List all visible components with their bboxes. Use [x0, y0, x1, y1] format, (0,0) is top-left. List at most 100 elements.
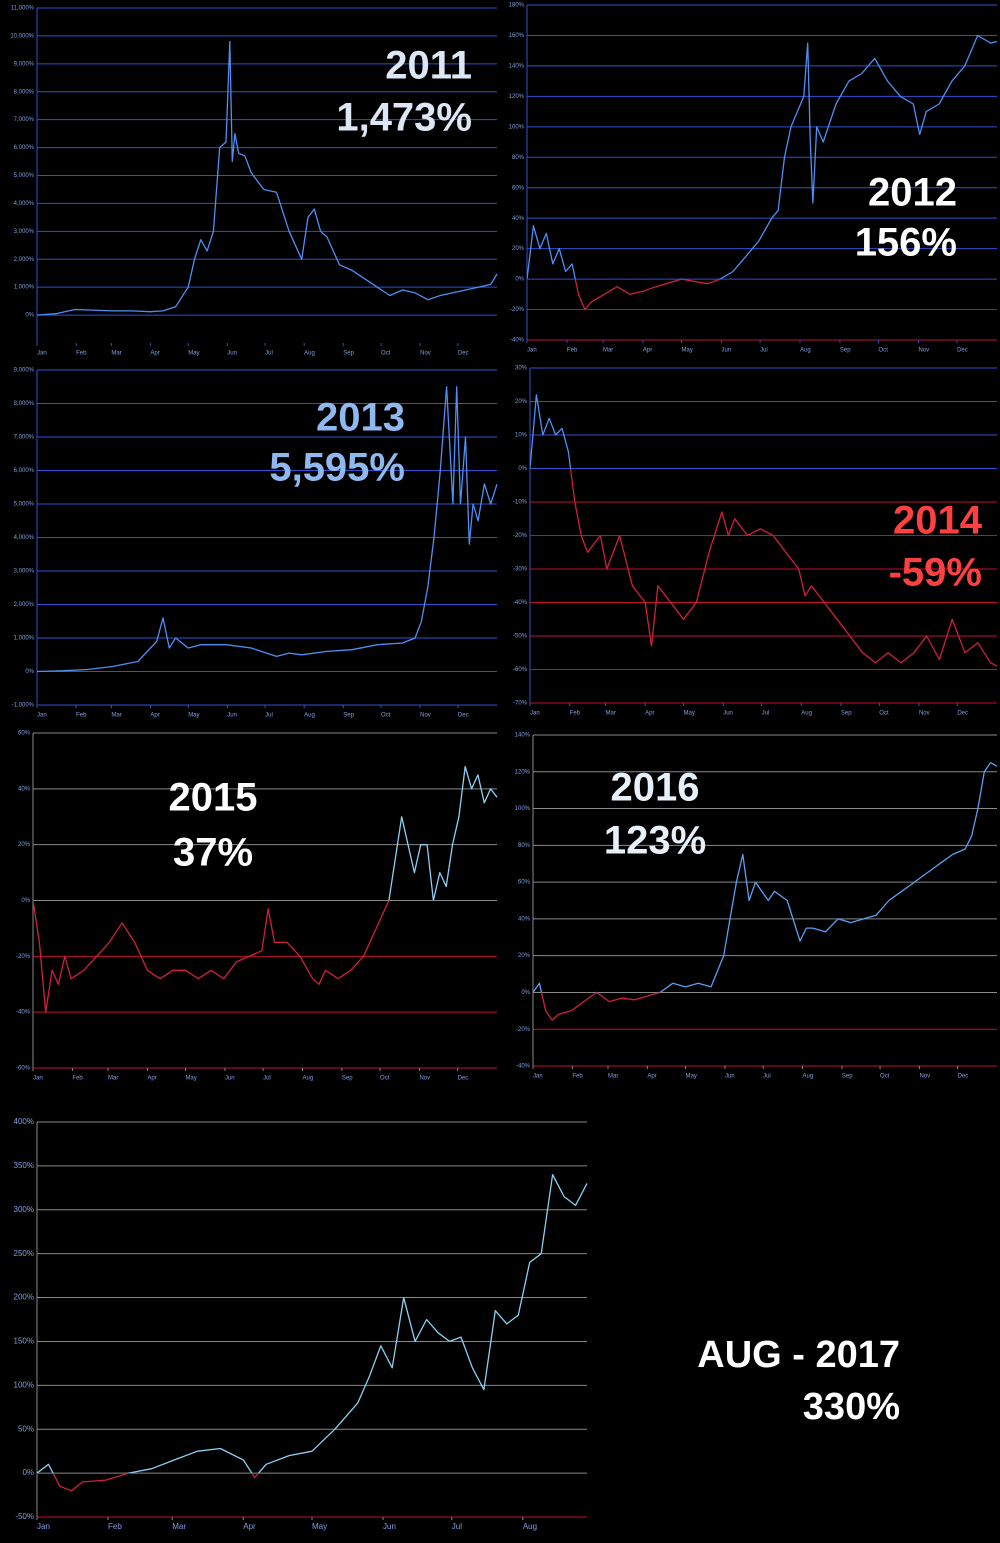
x-tick-label: Apr: [150, 351, 159, 357]
x-tick-label: Aug: [800, 348, 811, 354]
y-tick-label: 3,000%: [14, 569, 35, 575]
x-tick-label: Jan: [37, 1522, 50, 1531]
x-tick-label: Jul: [762, 711, 770, 717]
x-tick-label: Mar: [603, 348, 613, 354]
x-tick-label: Jun: [383, 1522, 396, 1531]
y-tick-label: -60%: [16, 1066, 31, 1072]
x-tick-label: Nov: [420, 351, 431, 357]
x-tick-label: Jun: [225, 1076, 235, 1082]
y-tick-label: 100%: [509, 124, 525, 130]
x-tick-label: Sep: [342, 1076, 353, 1082]
chart-title: AUG - 2017: [697, 1334, 900, 1376]
chart-subtitle: 5,595%: [269, 446, 405, 490]
x-tick-label: Jan: [530, 711, 540, 717]
y-tick-label: 5,000%: [14, 502, 35, 508]
y-tick-label: 2,000%: [14, 602, 35, 608]
y-tick-label: 60%: [512, 185, 525, 191]
price-line: [527, 34, 998, 280]
y-tick-label: -40%: [510, 338, 525, 344]
y-tick-label: 5,000%: [14, 173, 35, 179]
y-tick-label: 40%: [512, 216, 525, 222]
y-tick-label: 120%: [509, 94, 525, 100]
x-tick-label: Apr: [243, 1522, 256, 1531]
x-tick-label: May: [312, 1522, 327, 1531]
y-tick-label: 20%: [18, 842, 31, 848]
y-tick-label: -10%: [513, 500, 528, 506]
x-tick-label: Mar: [172, 1522, 186, 1531]
y-tick-label: 1,000%: [14, 636, 35, 642]
x-tick-label: Jun: [723, 711, 733, 717]
x-tick-label: Apr: [150, 713, 159, 719]
y-tick-label: 0%: [25, 669, 34, 675]
y-tick-label: -40%: [513, 600, 528, 606]
y-tick-label: 100%: [515, 806, 531, 812]
y-tick-label: 6,000%: [14, 468, 35, 474]
y-tick-label: 1,000%: [14, 285, 35, 291]
y-tick-label: 10,000%: [10, 33, 34, 39]
x-tick-label: Jun: [721, 348, 731, 354]
x-tick-label: May: [188, 713, 199, 719]
price-line: [533, 761, 998, 993]
x-tick-label: Mar: [605, 711, 615, 717]
x-tick-label: May: [188, 351, 199, 357]
price-line-negative: [530, 468, 998, 667]
y-tick-label: 250%: [14, 1249, 34, 1258]
y-tick-label: -70%: [513, 701, 528, 707]
y-tick-label: 0%: [518, 466, 527, 472]
y-tick-label: 40%: [518, 916, 531, 922]
x-tick-label: Mar: [111, 351, 121, 357]
x-tick-label: May: [186, 1076, 197, 1082]
x-tick-label: Aug: [803, 1074, 814, 1080]
y-tick-label: 20%: [515, 399, 528, 405]
chart-title: 2014: [893, 499, 983, 543]
chart-subtitle: 37%: [173, 831, 253, 875]
y-tick-label: 150%: [14, 1337, 34, 1346]
x-tick-label: Jan: [533, 1074, 543, 1080]
chart-title: 2012: [868, 171, 957, 215]
y-tick-label: 4,000%: [14, 535, 35, 541]
y-tick-label: -1,000%: [12, 703, 35, 709]
x-tick-label: Jun: [227, 351, 237, 357]
x-tick-label: Feb: [76, 713, 87, 719]
x-tick-label: Apr: [643, 348, 652, 354]
price-line: [33, 765, 498, 901]
x-tick-label: Jun: [725, 1074, 735, 1080]
price-line: [37, 386, 498, 672]
x-tick-label: Feb: [570, 711, 581, 717]
y-tick-label: 8,000%: [14, 89, 35, 95]
y-tick-label: 50%: [18, 1424, 34, 1433]
chart-subtitle: -59%: [889, 551, 982, 595]
x-tick-label: Jul: [265, 351, 273, 357]
y-tick-label: -60%: [513, 667, 528, 673]
y-tick-label: 8,000%: [14, 401, 35, 407]
y-tick-label: 9,000%: [14, 61, 35, 67]
x-tick-label: Aug: [304, 713, 315, 719]
y-tick-label: 11,000%: [11, 6, 35, 12]
x-tick-label: Feb: [72, 1076, 83, 1082]
price-line-negative: [33, 900, 435, 1013]
y-tick-label: 300%: [14, 1205, 34, 1214]
x-tick-label: Jan: [37, 351, 47, 357]
x-tick-label: Oct: [880, 1074, 890, 1080]
y-tick-label: -20%: [516, 1027, 531, 1033]
x-tick-label: Dec: [957, 348, 968, 354]
x-tick-label: Dec: [958, 1074, 969, 1080]
x-tick-label: Feb: [572, 1074, 583, 1080]
y-tick-label: 9,000%: [14, 368, 35, 374]
y-tick-label: -30%: [513, 567, 528, 573]
x-tick-label: Nov: [420, 713, 431, 719]
x-tick-label: Nov: [919, 1074, 930, 1080]
x-tick-label: Jan: [37, 713, 47, 719]
y-tick-label: -40%: [16, 1010, 31, 1016]
x-tick-label: Oct: [879, 348, 889, 354]
chart-title: 2016: [611, 766, 700, 810]
x-tick-label: Jul: [452, 1522, 462, 1531]
x-tick-label: Feb: [108, 1522, 122, 1531]
x-tick-label: Aug: [801, 711, 812, 717]
y-tick-label: -20%: [510, 307, 525, 313]
x-tick-label: Apr: [647, 1074, 656, 1080]
x-tick-label: Feb: [76, 351, 87, 357]
chart-subtitle: 330%: [803, 1386, 900, 1428]
x-tick-label: Jul: [263, 1076, 271, 1082]
